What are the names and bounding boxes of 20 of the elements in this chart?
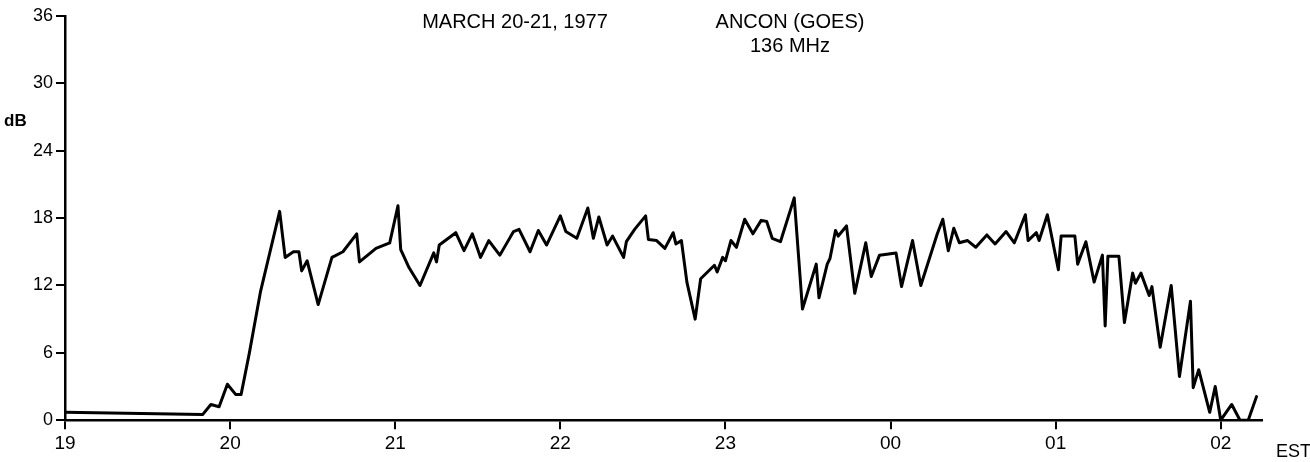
y-tick-label: 30: [32, 72, 54, 93]
x-tick-label: 00: [879, 431, 902, 453]
annotation: ANCON (GOES): [715, 9, 865, 32]
annotation: 136 MHz: [749, 33, 831, 56]
x-tick-label: 23: [714, 431, 736, 453]
y-tick-label: 36: [32, 4, 54, 25]
x-tick-label: 22: [549, 431, 571, 453]
y-tick-label: 24: [32, 139, 54, 160]
x-tick-label: 20: [219, 431, 241, 453]
x-tick-label: 02: [1210, 431, 1232, 453]
x-tick-label: 19: [54, 431, 76, 453]
y-tick-label: 0: [43, 409, 54, 430]
x-tick-label: 01: [1045, 431, 1067, 453]
y-tick-label: 6: [43, 341, 54, 362]
x-axis-title: EST: [1276, 441, 1310, 462]
y-tick-label: 12: [32, 274, 54, 295]
y-axis-title: dB: [4, 110, 27, 130]
y-tick-label: 18: [32, 207, 54, 228]
chart-title: MARCH 20-21, 1977: [422, 9, 608, 32]
x-tick-label: 21: [384, 431, 406, 453]
